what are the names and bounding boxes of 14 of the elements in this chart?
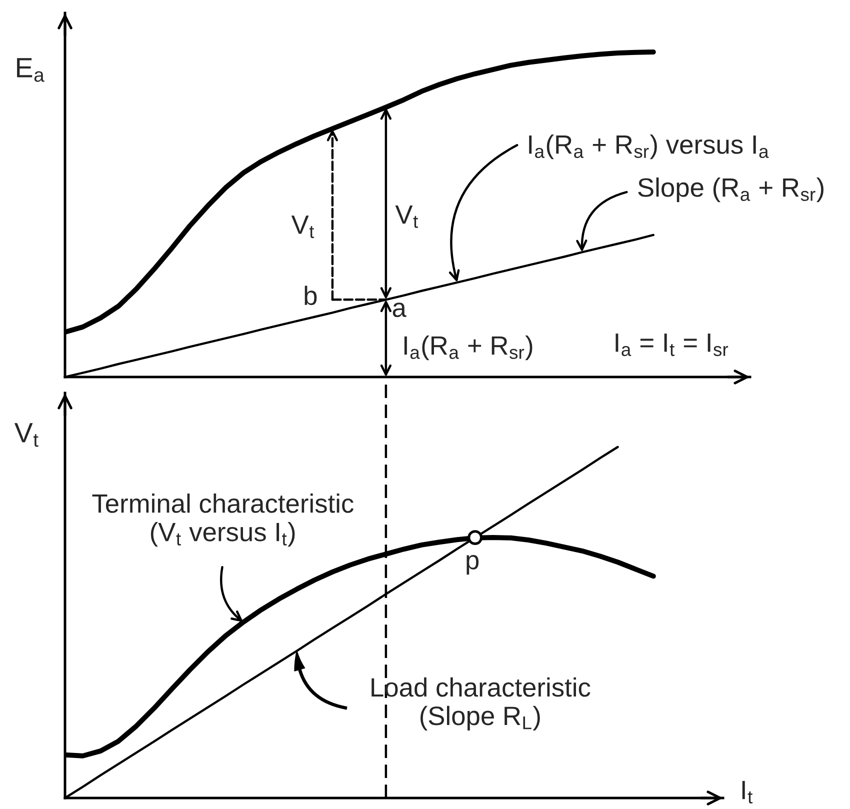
x-axis-title: I$_{t}$ — [742, 780, 753, 804]
annotation: V$_{t}$ — [395, 205, 418, 228]
annotation: I$_{a}$(R$_{a}$ + R$_{sr}$) — [404, 335, 532, 360]
text: I$_{a}$(R$_{a}$ + R$_{sr}$) versus I$_{a}$ — [529, 134, 769, 160]
annotation: b — [304, 286, 317, 306]
annotation: a — [392, 302, 406, 318]
series-label: Terminal characteristic (V$_{t}$ versus I$_{t}$) — [92, 494, 354, 547]
annotation: Slope (R$_{a}$ + R$_{sr}$) — [638, 178, 824, 202]
y-axis-title: E$_{a}$ — [17, 58, 44, 82]
series-label: p — [466, 554, 479, 575]
annotation: V$_{t}$ — [291, 216, 314, 238]
x-axis-title: I$_{a}$ = I$_{t}$ = I$_{sr}$ — [616, 334, 728, 356]
legend-label: Load characteristic (Slope R$_{L}$) — [372, 677, 590, 730]
y-axis-title: V$_{t}$ — [14, 423, 38, 447]
